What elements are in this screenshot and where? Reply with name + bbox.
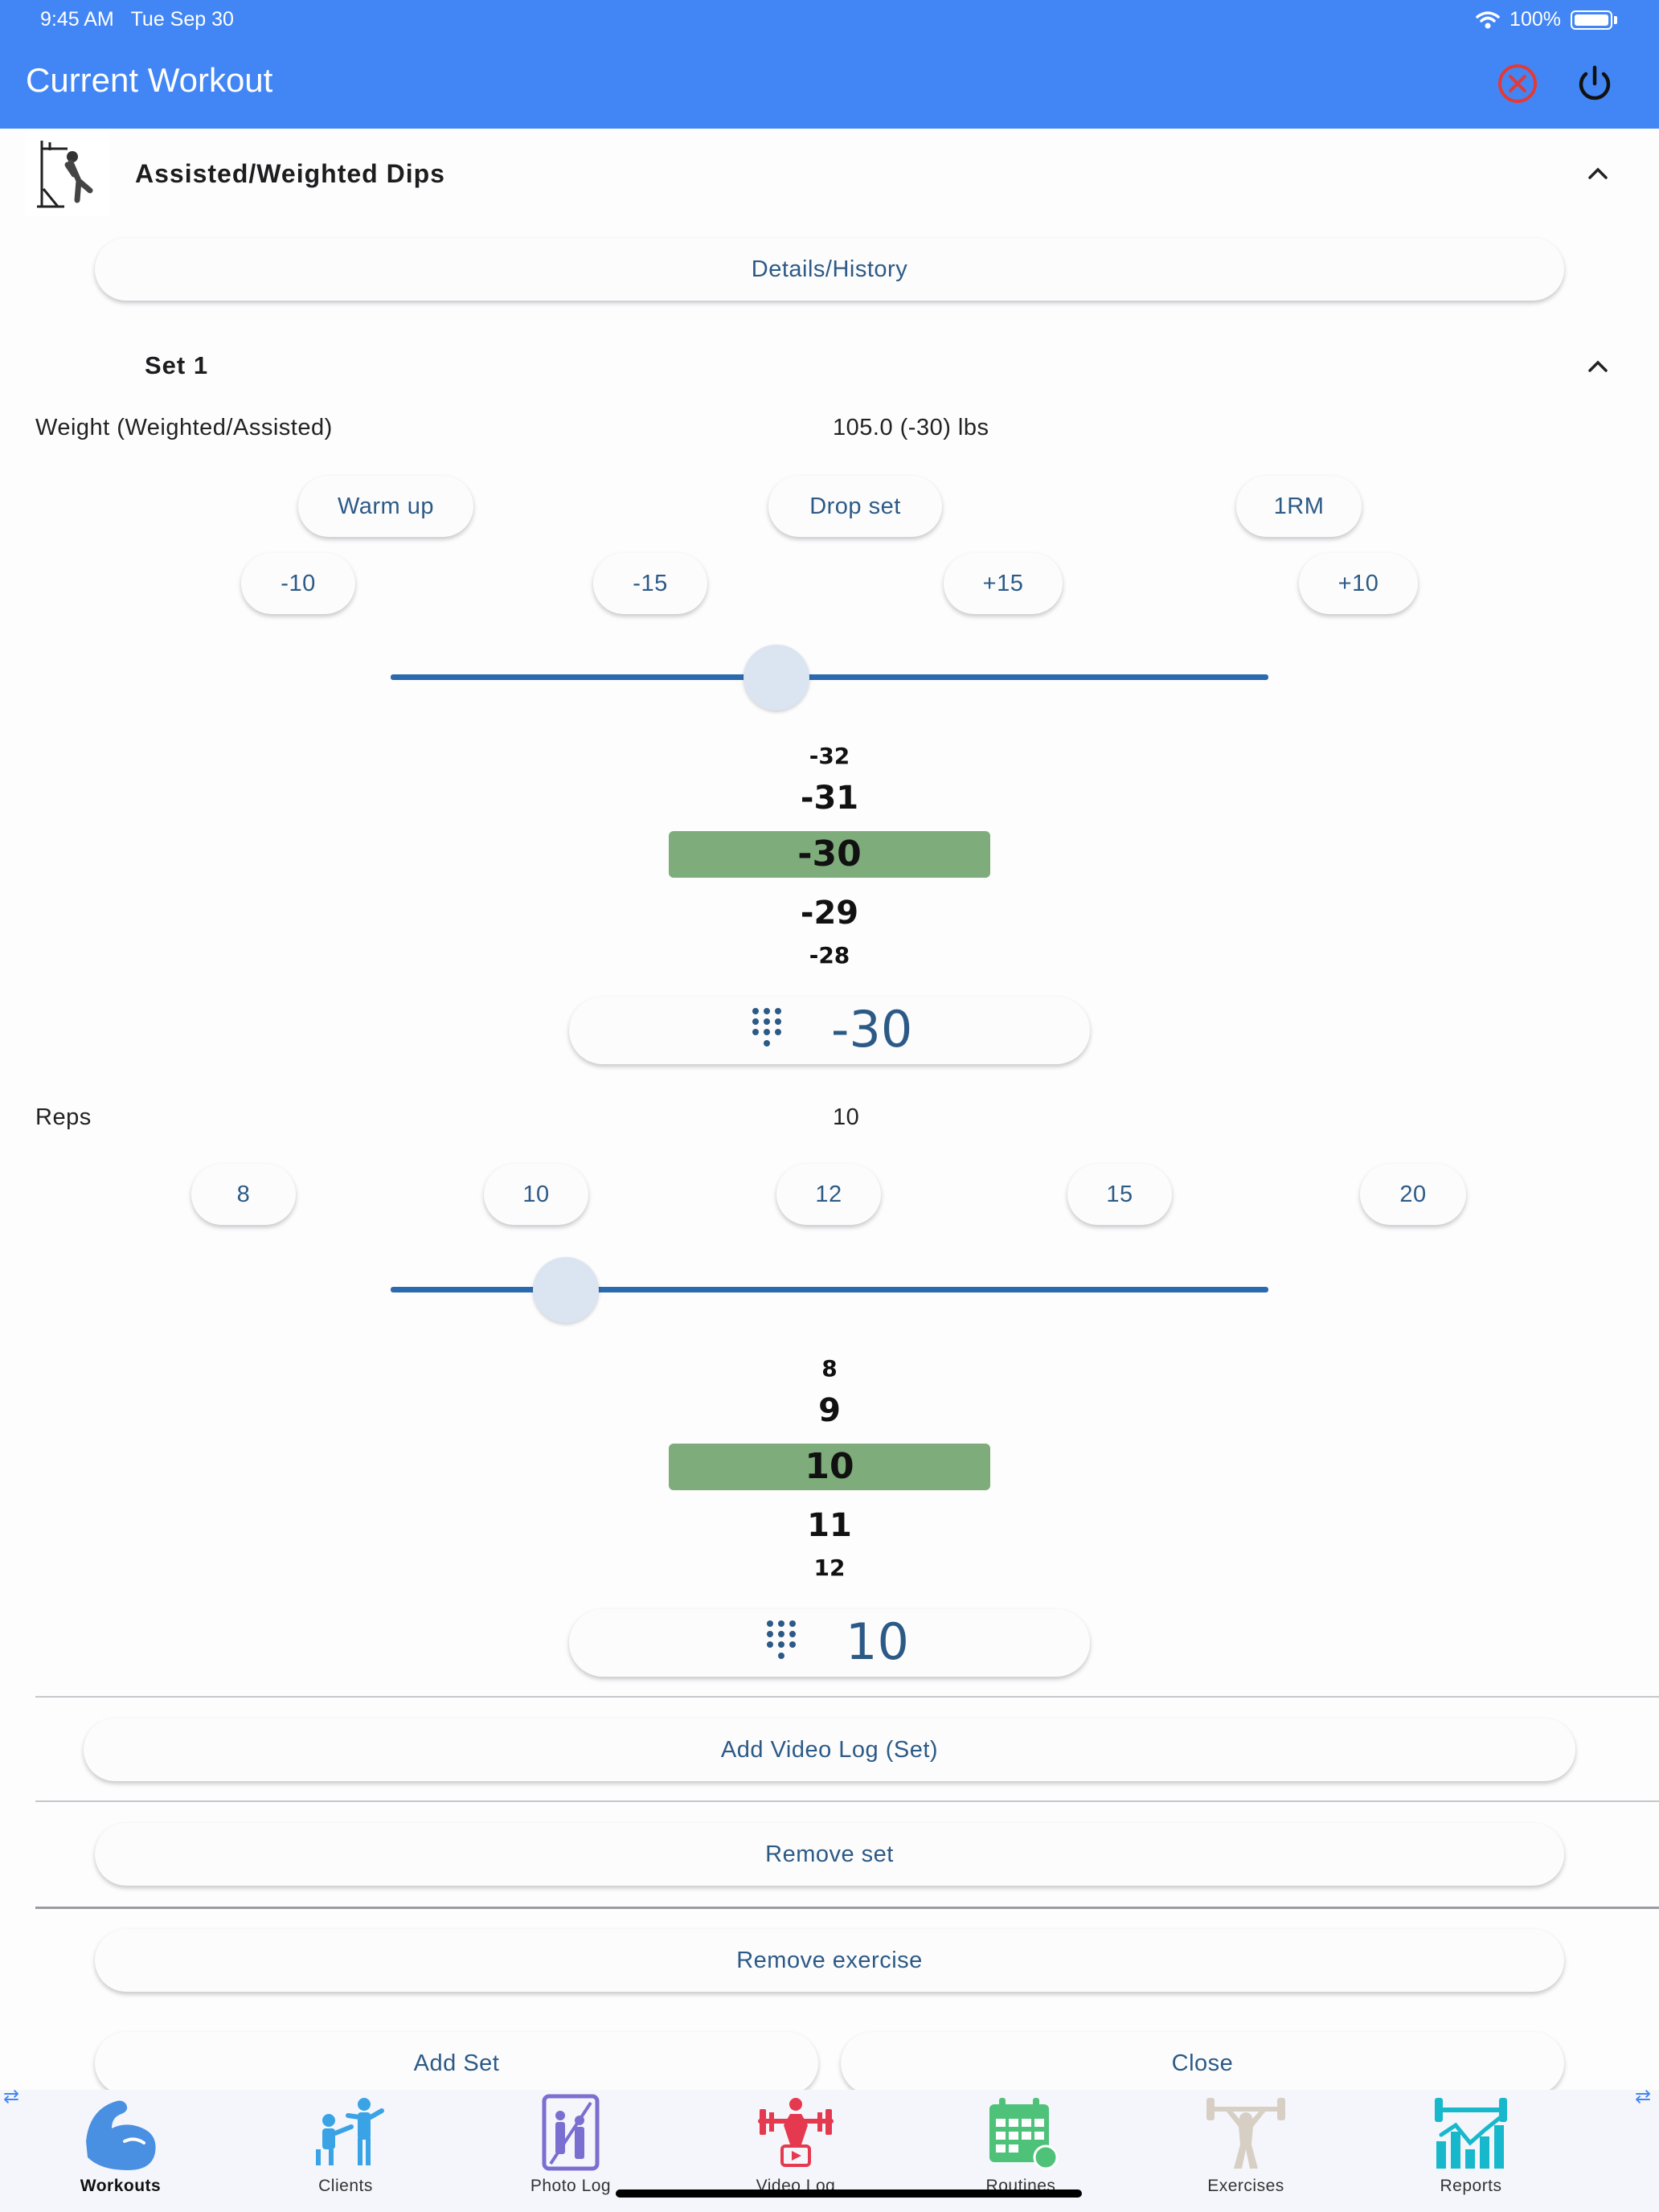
power-icon[interactable] <box>1572 61 1617 106</box>
nav-label: Reports <box>1440 2177 1502 2195</box>
wifi-icon <box>1476 10 1500 28</box>
weight-minus-15-button[interactable]: -15 <box>593 553 707 614</box>
divider <box>35 1696 1659 1698</box>
nav-exercises[interactable]: Exercises <box>1174 2090 1318 2212</box>
weight-picker-item[interactable]: -28 <box>809 942 850 969</box>
weight-plus-15-button[interactable]: +15 <box>944 553 1063 614</box>
set-title: Set 1 <box>145 351 209 379</box>
keypad-icon <box>752 1008 781 1047</box>
nav-workouts[interactable]: Workouts <box>48 2090 193 2212</box>
weight-minus-10-button[interactable]: -10 <box>241 553 355 614</box>
nav-label: Photo Log <box>530 2177 612 2195</box>
reps-15-button[interactable]: 15 <box>1067 1164 1172 1225</box>
swap-arrows-icon: ⇄ <box>3 2086 20 2108</box>
add-set-button[interactable]: Add Set <box>95 2032 818 2095</box>
weight-input-value: -30 <box>831 1000 913 1059</box>
divider <box>35 1907 1659 1909</box>
workouts-icon <box>86 2100 156 2170</box>
remove-exercise-button[interactable]: Remove exercise <box>95 1929 1564 1992</box>
reps-8-button[interactable]: 8 <box>191 1164 296 1225</box>
page-title: Current Workout <box>26 61 273 99</box>
reps-12-button[interactable]: 12 <box>776 1164 881 1225</box>
reps-numpad-input[interactable] <box>569 1609 1090 1677</box>
battery-icon <box>1571 10 1612 30</box>
nav-label: Clients <box>318 2177 373 2195</box>
cancel-workout-icon[interactable] <box>1495 61 1540 106</box>
video-log-icon <box>758 2098 834 2167</box>
nav-photo-log[interactable]: Photo Log <box>498 2090 643 2212</box>
weight-picker-highlight <box>669 831 990 878</box>
reps-picker-highlight <box>669 1444 990 1490</box>
reps-picker-item[interactable]: 9 <box>818 1392 841 1429</box>
remove-set-button[interactable]: Remove set <box>95 1823 1564 1886</box>
divider <box>35 1800 1659 1802</box>
weight-picker-item[interactable]: -29 <box>800 895 859 932</box>
reps-picker-selected[interactable]: 10 <box>805 1446 854 1487</box>
clients-icon <box>316 2098 384 2165</box>
keypad-icon <box>767 1620 796 1659</box>
exercise-name: Assisted/Weighted Dips <box>135 159 445 188</box>
one-rep-max-button[interactable]: 1RM <box>1236 476 1362 537</box>
weight-picker-selected[interactable]: -30 <box>797 834 862 875</box>
app-bar: 9:45 AM Tue Sep 30 100% Current Workout <box>0 0 1659 129</box>
chevron-up-icon[interactable] <box>1582 157 1614 189</box>
reps-slider-thumb[interactable] <box>533 1257 600 1323</box>
battery-percent: 100% <box>1509 8 1561 31</box>
drop-set-button[interactable]: Drop set <box>768 476 942 537</box>
reps-20-button[interactable]: 20 <box>1360 1164 1466 1225</box>
reps-picker-item[interactable]: 8 <box>821 1355 838 1382</box>
photo-log-icon <box>542 2094 600 2171</box>
reps-picker-item[interactable]: 11 <box>807 1507 852 1544</box>
nav-reports[interactable]: Reports <box>1399 2090 1543 2212</box>
reps-label: Reps <box>35 1104 92 1130</box>
nav-clients[interactable]: Clients <box>273 2090 418 2212</box>
weight-picker-item[interactable]: -31 <box>800 780 859 817</box>
details-history-button[interactable]: Details/History <box>95 238 1564 301</box>
weight-slider-track[interactable] <box>391 674 1268 680</box>
routines-icon <box>989 2098 1059 2170</box>
nav-label: Exercises <box>1207 2177 1284 2195</box>
home-indicator <box>616 2189 1082 2198</box>
warm-up-button[interactable]: Warm up <box>298 476 473 537</box>
nav-label: Workouts <box>80 2177 162 2195</box>
status-indicators: 100% <box>1476 8 1617 31</box>
status-time: 9:45 AM Tue Sep 30 <box>40 8 234 31</box>
close-button[interactable]: Close <box>841 2032 1564 2095</box>
add-video-log-button[interactable]: Add Video Log (Set) <box>84 1718 1575 1781</box>
reps-picker-item[interactable]: 12 <box>813 1555 846 1581</box>
weight-slider-thumb[interactable] <box>743 645 810 711</box>
exercises-icon <box>1206 2098 1285 2169</box>
weight-value: 105.0 (-30) lbs <box>833 415 989 440</box>
chevron-up-icon[interactable] <box>1582 350 1614 382</box>
swap-arrows-icon: ⇄ <box>1635 2086 1652 2108</box>
weight-label: Weight (Weighted/Assisted) <box>35 415 333 440</box>
weight-picker-item[interactable]: -32 <box>809 743 850 769</box>
reps-value: 10 <box>833 1104 860 1130</box>
reps-slider-track[interactable] <box>391 1287 1268 1292</box>
reps-10-button[interactable]: 10 <box>484 1164 588 1225</box>
weight-numpad-input[interactable] <box>569 997 1090 1064</box>
reports-icon <box>1435 2098 1507 2169</box>
reps-input-value: 10 <box>846 1612 909 1671</box>
weight-plus-10-button[interactable]: +10 <box>1299 553 1418 614</box>
exercise-thumbnail <box>26 133 109 216</box>
